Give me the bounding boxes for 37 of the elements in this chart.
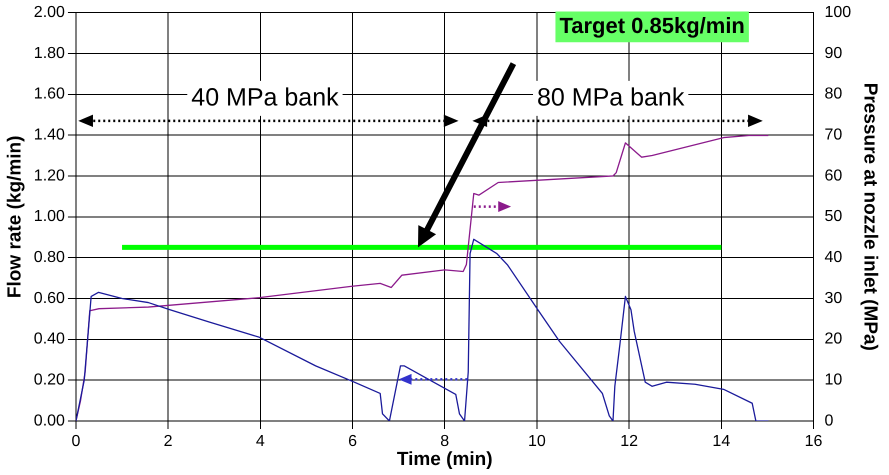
y-tick-label: 1.40 [34, 126, 66, 144]
y2-tick-label: 10 [824, 372, 842, 389]
y2-tick-label: 60 [824, 167, 842, 184]
annotation: Target 0.85kg/min [559, 12, 745, 38]
y2-tick-label: 40 [824, 249, 842, 266]
annotation: 40 MPa bank [191, 83, 340, 112]
y-tick-label: 0.80 [34, 249, 66, 266]
annotation: 80 MPa bank [537, 83, 685, 112]
y-tick-label: 1.00 [34, 208, 66, 226]
y-tick-label: 1.80 [34, 44, 66, 62]
y2-tick-label: 30 [824, 290, 842, 307]
x-tick-label: 2 [164, 433, 173, 450]
y2-tick-label: 100 [824, 4, 852, 22]
y-tick-label: 0.60 [34, 290, 66, 307]
x-tick-label: 4 [256, 433, 265, 450]
x-tick-label: 8 [440, 433, 450, 450]
x-tick-label: 14 [712, 433, 730, 450]
y2-axis-title: Pressure at nozzle inlet (MPa) [859, 82, 880, 351]
y2-tick-label: 80 [824, 86, 842, 103]
y-tick-label: 1.60 [34, 86, 66, 103]
x-tick-label: 12 [620, 433, 638, 450]
y-axis-title: Flow rate (kg/min) [4, 136, 26, 298]
x-tick-label: 0 [71, 433, 80, 450]
y-tick-label: 0.40 [34, 330, 66, 348]
x-tick-label: 16 [804, 433, 823, 450]
y2-tick-label: 20 [824, 330, 842, 348]
x-tick-label: 10 [528, 433, 546, 450]
y-tick-label: 0.00 [34, 412, 66, 430]
y-tick-label: 0.20 [34, 372, 66, 389]
y2-tick-label: 50 [824, 208, 842, 226]
y2-tick-label: 90 [824, 44, 842, 62]
x-axis-title: Time (min) [396, 448, 493, 470]
y2-tick-label: 0 [824, 412, 834, 430]
x-tick-label: 6 [348, 433, 358, 450]
y2-tick-label: 70 [824, 126, 842, 144]
y-tick-label: 2.00 [34, 4, 66, 22]
y-tick-label: 1.20 [34, 167, 66, 184]
